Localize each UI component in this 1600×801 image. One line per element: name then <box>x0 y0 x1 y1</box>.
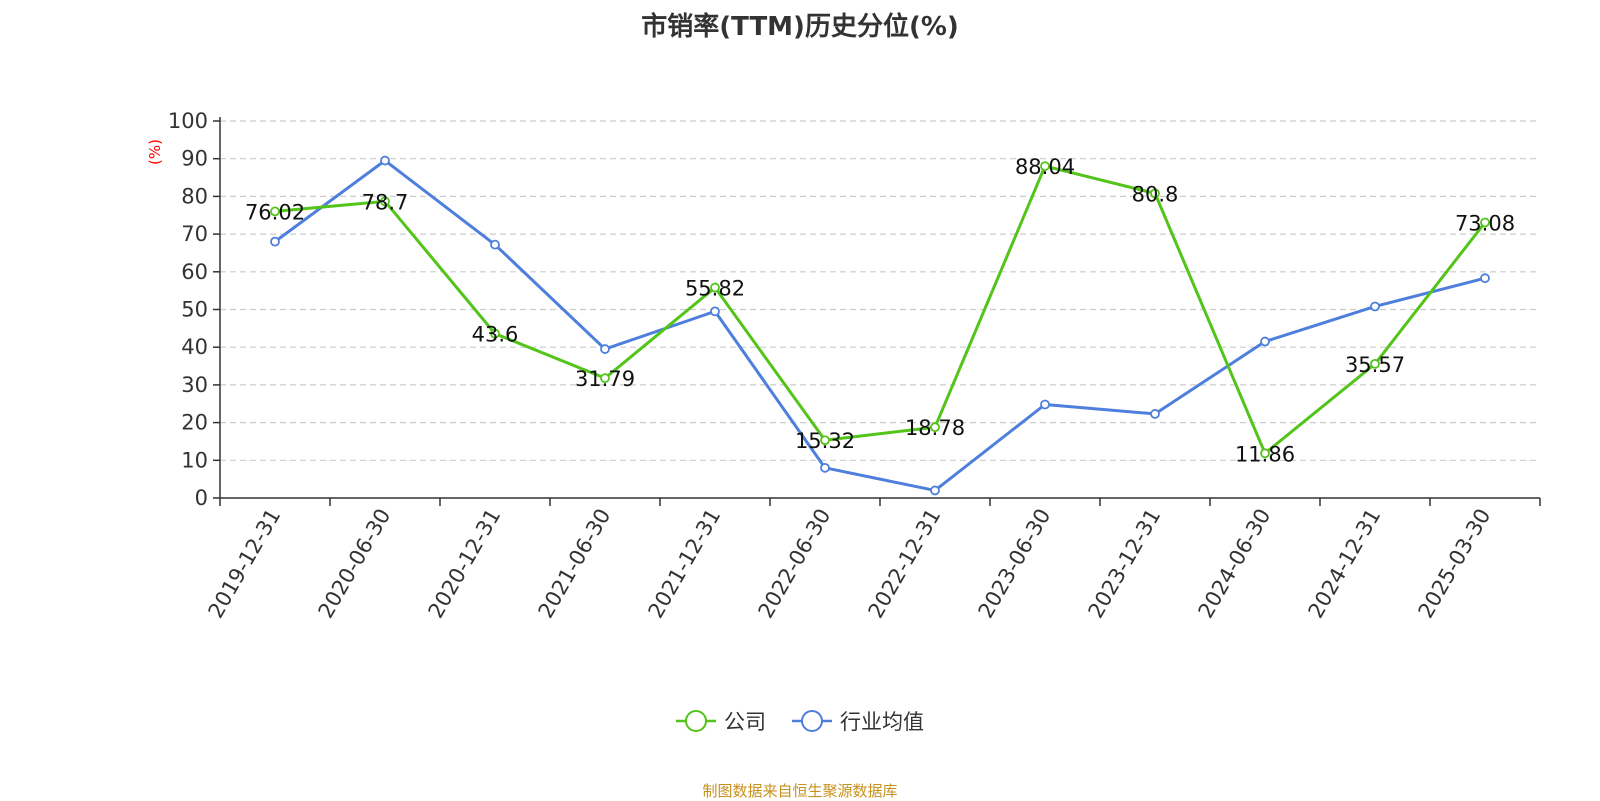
legend-item-company[interactable]: 公司 <box>676 706 766 736</box>
point-company <box>710 282 720 293</box>
data-label-company: 31.79 <box>575 367 635 391</box>
y-tick-label: 80 <box>181 184 208 208</box>
data-label-company: 15.32 <box>795 429 855 453</box>
point-industry <box>600 344 610 354</box>
data-label-company: 76.02 <box>245 200 305 224</box>
x-tick-label: 2020-12-31 <box>424 505 506 623</box>
point-company <box>1480 217 1490 228</box>
point-industry <box>1040 399 1050 410</box>
y-tick-label: 40 <box>181 335 208 359</box>
x-tick-label: 2021-12-31 <box>644 505 726 623</box>
legend-item-industry[interactable]: 行业均值 <box>792 706 924 736</box>
point-industry <box>1150 409 1160 419</box>
data-label-company: 88.04 <box>1015 155 1075 179</box>
source-note: 制图数据来自恒生聚源数据库 <box>702 782 898 800</box>
y-tick-label: 90 <box>181 147 208 171</box>
data-label-company: 18.78 <box>905 416 965 440</box>
point-company <box>380 196 390 207</box>
point-company <box>270 206 280 217</box>
point-industry <box>930 485 940 496</box>
axes: 0 10 20 30 40 50 60 70 80 90 100 2019-12-31 2020-06-… <box>168 109 1541 623</box>
x-tick-label: 2022-12-31 <box>864 505 946 623</box>
data-label-company: 55.82 <box>685 277 745 301</box>
series-lines <box>270 155 1490 496</box>
point-industry <box>490 239 500 250</box>
point-company <box>490 328 500 339</box>
data-label-company: 80.8 <box>1132 182 1179 206</box>
point-company <box>1370 359 1380 369</box>
point-company <box>1150 188 1160 199</box>
x-tick-label: 2021-06-30 <box>534 505 616 623</box>
data-label-company: 78.7 <box>362 190 409 214</box>
data-label-company: 11.86 <box>1235 442 1295 466</box>
point-industry <box>820 462 830 473</box>
x-tick-label: 2020-06-30 <box>314 505 396 623</box>
y-tick-label: 70 <box>181 222 208 246</box>
data-label-company: 43.6 <box>472 323 519 347</box>
series-line-company <box>274 164 1487 455</box>
x-tick-label: 2019-12-31 <box>204 505 286 623</box>
x-tick-label: 2025-03-30 <box>1414 505 1496 623</box>
x-tick-label: 2022-06-30 <box>754 505 836 623</box>
y-tick-label: 50 <box>181 298 208 322</box>
point-industry <box>1260 336 1270 347</box>
y-tick-label: 10 <box>181 448 208 472</box>
series-line-industry <box>274 159 1486 492</box>
y-tick-label: 20 <box>181 411 208 435</box>
legend-label-industry: 行业均值 <box>840 710 924 734</box>
y-tick-label: 0 <box>195 486 208 510</box>
grid-lines <box>220 120 1540 461</box>
point-company <box>1260 448 1270 459</box>
legend-label-company: 公司 <box>724 710 766 734</box>
x-tick-label: 2024-06-30 <box>1194 505 1276 623</box>
data-labels: 76.02 78.7 43.6 31.79 55.82 15.32 18.78 88.04 80… <box>245 155 1515 466</box>
point-company <box>820 435 830 446</box>
point-industry <box>1370 301 1380 312</box>
point-company <box>600 373 610 384</box>
y-axis-unit-label: (%) <box>146 139 164 165</box>
point-company <box>930 422 940 433</box>
y-tick-label: 100 <box>168 109 208 133</box>
y-tick-label: 60 <box>181 260 208 284</box>
point-industry <box>710 306 720 317</box>
y-tick-label: 30 <box>181 373 208 397</box>
point-industry <box>270 236 280 247</box>
x-tick-label: 2024-12-31 <box>1304 505 1386 623</box>
data-label-company: 35.57 <box>1345 353 1405 377</box>
data-label-company: 73.08 <box>1455 211 1515 235</box>
legend-marker-industry-icon <box>792 710 832 732</box>
legend: 公司 行业均值 <box>0 706 1600 736</box>
x-tick-label: 2023-12-31 <box>1084 505 1166 623</box>
point-industry <box>1480 273 1490 284</box>
point-company <box>1040 161 1050 171</box>
point-industry <box>380 155 390 166</box>
chart-title: 市销率(TTM)历史分位(%) <box>641 12 959 42</box>
x-tick-label: 2023-06-30 <box>974 505 1056 623</box>
legend-marker-company-icon <box>676 710 716 732</box>
